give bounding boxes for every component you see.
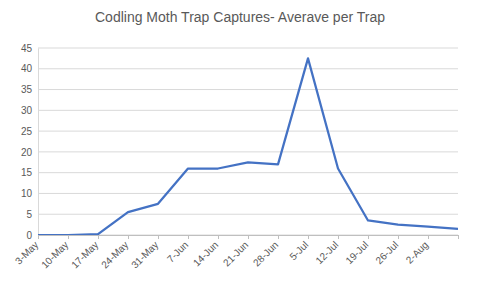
x-tick-mark	[128, 235, 129, 239]
x-tick-mark	[278, 235, 279, 239]
x-tick: 28-Jun	[251, 235, 280, 269]
grid-line	[38, 172, 458, 173]
grid-line	[38, 214, 458, 215]
background	[0, 0, 480, 289]
y-tick: 45	[21, 43, 38, 54]
x-tick-label: 17-May	[69, 239, 100, 270]
y-tick-label: 45	[21, 43, 33, 54]
grid-line	[38, 110, 458, 111]
grid	[38, 48, 458, 235]
x-tick: 3-May	[13, 235, 40, 267]
grid-line	[38, 193, 458, 194]
grid-line	[38, 68, 458, 69]
y-tick: 30	[21, 105, 38, 116]
x-tick: 17-May	[69, 235, 100, 270]
x-tick	[458, 235, 459, 239]
x-tick-mark	[398, 235, 399, 239]
y-tick-label: 20	[21, 147, 33, 158]
plot-area	[38, 58, 458, 235]
x-tick: 24-May	[99, 235, 130, 270]
x-tick-label: 14-Jun	[191, 239, 220, 268]
y-tick: 25	[21, 126, 38, 137]
y-tick-label: 15	[21, 167, 33, 178]
y-tick: 40	[21, 63, 38, 74]
y-axis-line	[38, 49, 39, 236]
x-tick: 14-Jun	[191, 235, 220, 269]
x-tick: 31-May	[129, 235, 160, 270]
y-tick-label: 40	[21, 63, 33, 74]
y-tick-label: 5	[26, 209, 32, 220]
x-tick-mark	[428, 235, 429, 239]
x-tick-label: 19-Jul	[343, 239, 370, 266]
x-tick-label: 5-Jul	[287, 239, 310, 262]
x-tick-label: 3-May	[13, 239, 40, 266]
x-tick-label: 31-May	[129, 239, 160, 270]
y-tick: 5	[26, 209, 38, 220]
grid-line	[38, 151, 458, 152]
chart: Codling Moth Trap Captures- Averave per …	[0, 0, 480, 289]
x-tick-label: 28-Jun	[251, 239, 280, 268]
x-tick-label: 10-May	[39, 239, 70, 270]
grid-line	[38, 48, 458, 49]
x-tick-mark	[458, 235, 459, 239]
x-axis-line	[39, 236, 459, 240]
y-tick: 15	[21, 167, 38, 178]
y-tick: 20	[21, 147, 38, 158]
x-tick-mark	[248, 235, 249, 239]
x-tick-mark	[338, 235, 339, 239]
x-tick: 7-Jun	[165, 235, 190, 265]
y-tick-label: 25	[21, 126, 33, 137]
y-axis: 051015202530354045	[21, 43, 39, 241]
grid-line	[38, 89, 458, 90]
x-tick: 26-Jul	[373, 235, 400, 266]
x-tick-mark	[38, 235, 39, 239]
x-tick-mark	[68, 235, 69, 239]
x-tick-label: 24-May	[99, 239, 130, 270]
y-tick-label: 35	[21, 84, 33, 95]
x-tick-label: 7-Jun	[165, 239, 190, 264]
x-tick-mark	[218, 235, 219, 239]
y-tick: 10	[21, 188, 38, 199]
x-tick-mark	[308, 235, 309, 239]
data-line	[38, 58, 458, 235]
x-tick-mark	[158, 235, 159, 239]
x-tick-label: 12-Jul	[313, 239, 340, 266]
grid-line	[38, 131, 458, 132]
x-tick: 5-Jul	[287, 235, 310, 262]
x-tick-label: 21-Jun	[221, 239, 250, 268]
x-tick: 21-Jun	[221, 235, 250, 269]
y-tick-label: 10	[21, 188, 33, 199]
x-tick-mark	[188, 235, 189, 239]
x-tick-mark	[98, 235, 99, 239]
x-tick: 10-May	[39, 235, 70, 270]
y-tick: 35	[21, 84, 38, 95]
x-tick: 19-Jul	[343, 235, 370, 266]
x-tick-label: 2-Aug	[404, 239, 431, 266]
title: Codling Moth Trap Captures- Averave per …	[95, 9, 385, 25]
x-tick-label: 26-Jul	[373, 239, 400, 266]
y-tick-label: 30	[21, 105, 33, 116]
x-axis: 3-May10-May17-May24-May31-May7-Jun14-Jun…	[13, 235, 459, 270]
x-tick: 2-Aug	[404, 235, 431, 266]
x-tick: 12-Jul	[313, 235, 340, 266]
x-tick-mark	[368, 235, 369, 239]
